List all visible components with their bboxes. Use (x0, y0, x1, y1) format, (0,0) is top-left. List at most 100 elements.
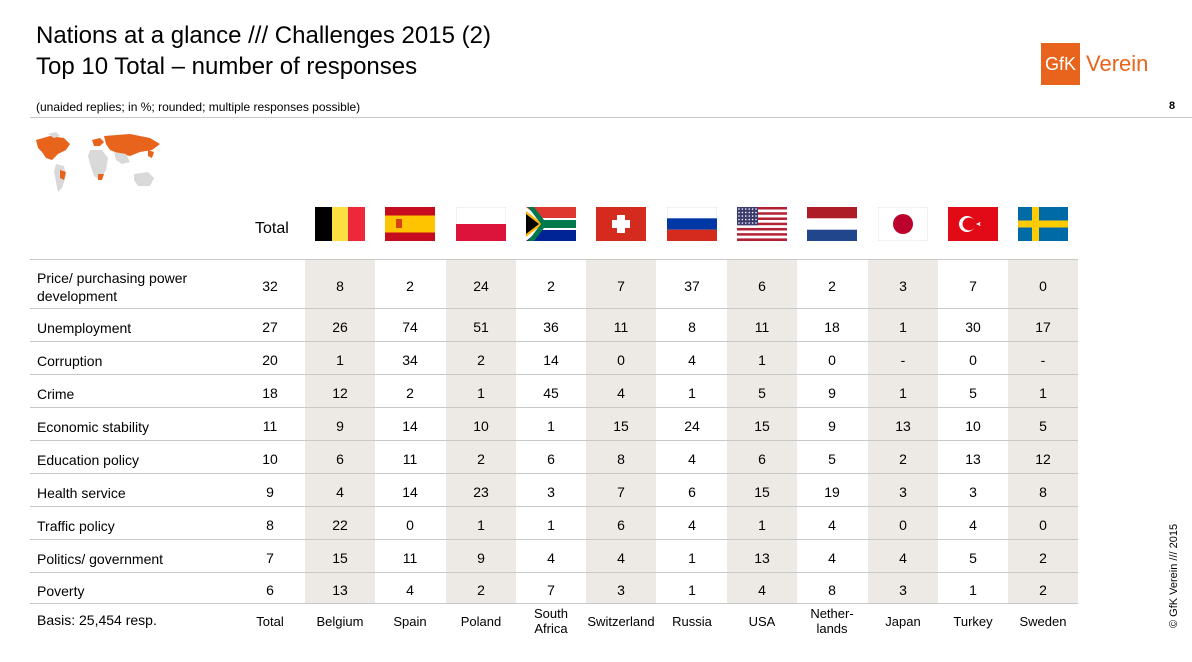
table-cell: 2 (406, 384, 414, 401)
table-cell: 8 (1039, 483, 1047, 500)
table-cell: 6 (688, 483, 696, 500)
flag-sweden-icon (1018, 207, 1068, 241)
table-cell: 11 (402, 549, 418, 566)
table-cell: 2 (1039, 581, 1047, 598)
table-cell: 14 (543, 351, 559, 368)
table-cell: 13 (965, 450, 981, 467)
row-divider (30, 407, 1078, 408)
table-cell: 17 (1035, 318, 1051, 335)
table-cell: 15 (332, 549, 348, 566)
row-divider (30, 506, 1078, 507)
table-cell: 8 (617, 450, 625, 467)
table-cell: 7 (266, 549, 274, 566)
column-label-total: Total (256, 614, 284, 629)
table-cell: 4 (688, 516, 696, 533)
table-cell: 3 (617, 581, 625, 598)
table-cell: 9 (477, 549, 485, 566)
table-cell: 36 (543, 318, 559, 335)
table-cell: 9 (266, 483, 274, 500)
table-cell: 0 (406, 516, 414, 533)
table-cell: 0 (969, 351, 977, 368)
basis-note: Basis: 25,454 resp. (37, 612, 157, 628)
table-cell: 6 (617, 516, 625, 533)
table-cell: 26 (332, 318, 348, 335)
table-cell: 30 (965, 318, 981, 335)
column-shade (1008, 259, 1078, 603)
row-label: Politics/ government (37, 550, 164, 567)
table-cell: 1 (547, 516, 555, 533)
table-row: Health service 9 4 14 23 3 7 6 15 19 3 3 8 (0, 473, 1192, 506)
flag-poland-icon (456, 207, 506, 241)
column-label-poland: Poland (460, 614, 502, 629)
table-cell: - (1040, 351, 1046, 368)
title-line-1: Nations at a glance /// Challenges 2015 … (36, 22, 491, 49)
table-cell: 7 (617, 483, 625, 500)
table-cell: 15 (754, 417, 770, 434)
flag-spain-icon (385, 207, 435, 241)
flag-russia-icon (667, 207, 717, 241)
table-cell: 5 (758, 384, 766, 401)
table-cell: 5 (1039, 417, 1047, 434)
row-label: Education policy (37, 451, 139, 468)
table-cell: 13 (754, 549, 770, 566)
table-cell: 13 (895, 417, 911, 434)
table-cell: 11 (262, 417, 278, 434)
table-row: Crime 18 12 2 1 45 4 1 5 9 1 5 1 (0, 374, 1192, 407)
column-shade (305, 259, 375, 603)
table-cell: 3 (899, 483, 907, 500)
table-cell: 8 (688, 318, 696, 335)
table-cell: 4 (617, 549, 625, 566)
row-divider (30, 603, 1078, 604)
table-cell: 8 (828, 581, 836, 598)
table-row: Economic stability 11 9 14 10 1 15 24 15 9 13 10 5 (0, 407, 1192, 440)
table-cell: 1 (688, 581, 696, 598)
table-row: Corruption 20 1 34 2 14 0 4 1 0 - 0 - (0, 341, 1192, 374)
table-cell: 12 (332, 384, 348, 401)
column-label-spain: Spain (393, 614, 427, 629)
table-cell: 1 (688, 384, 696, 401)
column-label-russia: Russia (672, 614, 712, 629)
table-cell: 24 (684, 417, 700, 434)
table-cell: 1 (688, 549, 696, 566)
row-divider (30, 374, 1078, 375)
row-label: Price/ purchasing power development (37, 270, 188, 304)
table-cell: 74 (402, 318, 418, 335)
table-cell: 27 (262, 318, 278, 335)
table-cell: 1 (477, 516, 485, 533)
row-label: Poverty (37, 582, 85, 599)
row-divider (30, 259, 1078, 260)
table-cell: 3 (899, 277, 907, 294)
gfk-verein-logo: GfK Verein (1041, 43, 1148, 85)
table-cell: 4 (758, 581, 766, 598)
logo-box: GfK (1041, 43, 1080, 85)
table-cell: 1 (758, 516, 766, 533)
table-cell: 2 (477, 450, 485, 467)
table-cell: 1 (899, 384, 907, 401)
table-cell: 6 (336, 450, 344, 467)
table-cell: 11 (402, 450, 418, 467)
table-cell: 22 (332, 516, 348, 533)
flag-south-africa-icon (526, 207, 576, 241)
table-cell: 4 (336, 483, 344, 500)
row-divider (30, 440, 1078, 441)
table-cell: 4 (828, 516, 836, 533)
page-title: Nations at a glance /// Challenges 2015 … (36, 20, 491, 82)
table-cell: 51 (473, 318, 489, 335)
table-cell: 23 (473, 483, 489, 500)
table-cell: 7 (969, 277, 977, 294)
table-cell: 3 (899, 581, 907, 598)
column-label-turkey: Turkey (953, 614, 993, 629)
table-cell: 11 (613, 318, 629, 335)
table-cell: 6 (266, 581, 274, 598)
table-cell: 7 (547, 581, 555, 598)
flag-switzerland-icon (596, 207, 646, 241)
table-cell: 0 (1039, 277, 1047, 294)
table-cell: 1 (336, 351, 344, 368)
table-cell: 0 (899, 516, 907, 533)
table-cell: 5 (969, 549, 977, 566)
table-cell: 18 (262, 384, 278, 401)
title-line-2: Top 10 Total – number of responses (36, 53, 418, 80)
table-cell: 13 (332, 581, 348, 598)
table-cell: 10 (473, 417, 489, 434)
header-divider (30, 117, 1192, 118)
